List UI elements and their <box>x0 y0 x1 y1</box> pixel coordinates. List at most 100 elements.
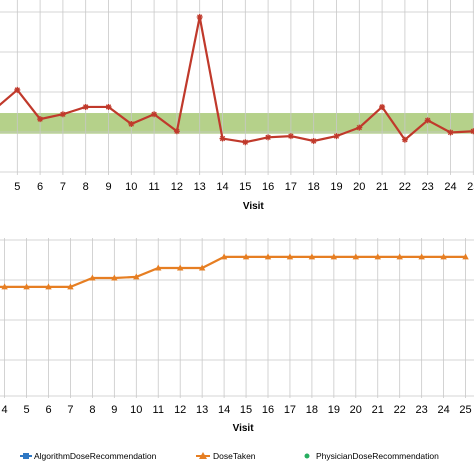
x-tick-label: 19 <box>328 404 340 416</box>
x-tick-label: 13 <box>194 181 206 193</box>
x-tick-label: 22 <box>399 181 411 193</box>
data-point <box>424 117 431 124</box>
x-tick-label: 25 <box>459 404 471 416</box>
target-range-band <box>0 113 474 134</box>
x-tick-label: 15 <box>240 404 252 416</box>
data-point <box>45 283 52 290</box>
x-tick-label: 14 <box>216 181 228 193</box>
data-point <box>286 253 294 260</box>
data-point <box>177 264 184 271</box>
x-tick-label: 7 <box>67 404 73 416</box>
top-x-axis-label: Visit <box>243 201 265 212</box>
x-tick-label: 18 <box>306 404 318 416</box>
x-tick-label: 11 <box>148 181 159 193</box>
x-tick-label: 20 <box>350 404 362 416</box>
x-tick-label: 10 <box>125 181 137 193</box>
bottom-x-tick-labels: 4 5 6 7 8 9 10 11 12 13 14 15 16 17 18 19 20 21 22 23 24 25 <box>2 404 472 416</box>
data-point <box>1 283 8 290</box>
data-point <box>14 86 21 93</box>
x-tick-label: 24 <box>444 181 456 193</box>
x-tick-label: 6 <box>45 404 51 416</box>
x-tick-label: 4 <box>2 404 8 416</box>
x-tick-label: 18 <box>308 181 320 193</box>
data-point <box>401 136 408 143</box>
x-tick-label: 6 <box>37 181 43 193</box>
x-tick-label: 14 <box>218 404 230 416</box>
x-tick-label: 21 <box>372 404 384 416</box>
data-point <box>265 134 272 141</box>
data-point <box>23 283 30 290</box>
data-point <box>105 103 112 110</box>
data-point <box>151 111 158 118</box>
x-tick-label: 9 <box>105 181 111 193</box>
data-point <box>219 135 226 142</box>
data-point <box>173 128 180 135</box>
data-point <box>37 116 44 123</box>
chart-top: 5 6 7 8 9 10 11 12 13 14 15 16 17 18 19 20 21 22 23 24 25 Vi… <box>0 0 474 212</box>
x-tick-label: 13 <box>196 404 208 416</box>
data-point <box>198 264 206 271</box>
top-series-markers <box>14 14 474 146</box>
data-point <box>462 253 469 260</box>
data-point <box>264 253 272 260</box>
data-point <box>242 253 250 260</box>
x-tick-label: 16 <box>262 181 274 193</box>
x-tick-label: 19 <box>330 181 342 193</box>
legend: AlgorithmDoseRecommendation DoseTaken Ph… <box>20 451 439 461</box>
legend-label-dose-taken: DoseTaken <box>213 451 256 461</box>
x-tick-label: 8 <box>89 404 95 416</box>
legend-label-algorithm: AlgorithmDoseRecommendation <box>34 451 157 461</box>
bottom-gridlines <box>0 238 474 398</box>
legend-item-dose-taken: DoseTaken <box>196 451 256 461</box>
data-point <box>155 264 162 271</box>
x-tick-label: 12 <box>174 404 186 416</box>
bottom-plot-area <box>0 238 474 398</box>
x-tick-label: 16 <box>262 404 274 416</box>
x-tick-label: 20 <box>353 181 365 193</box>
data-point <box>67 283 74 290</box>
x-tick-label: 11 <box>153 404 164 416</box>
data-point <box>59 111 66 118</box>
top-gridlines <box>0 0 474 175</box>
data-point <box>447 129 454 136</box>
data-point <box>396 253 403 260</box>
data-point <box>111 274 118 281</box>
bottom-series-markers <box>1 253 469 290</box>
top-x-tick-labels: 5 6 7 8 9 10 11 12 13 14 15 16 17 18 19 20 21 22 23 24 25 <box>14 181 474 193</box>
data-point <box>196 14 203 21</box>
x-tick-label: 21 <box>376 181 388 193</box>
legend-item-physician: PhysicianDoseRecommendation <box>304 451 439 461</box>
x-tick-label: 5 <box>23 404 29 416</box>
data-point <box>418 253 425 260</box>
data-point <box>352 253 359 260</box>
data-point <box>379 103 386 110</box>
x-tick-label: 17 <box>285 181 297 193</box>
data-point <box>242 139 249 146</box>
x-tick-label: 9 <box>111 404 117 416</box>
x-tick-label: 12 <box>171 181 183 193</box>
data-point <box>128 120 135 127</box>
x-tick-label: 15 <box>239 181 251 193</box>
data-point <box>82 103 89 110</box>
x-tick-label: 5 <box>14 181 20 193</box>
data-point <box>440 253 447 260</box>
x-tick-label: 25 <box>467 181 474 193</box>
data-point <box>287 133 294 140</box>
data-point <box>310 137 317 144</box>
data-point <box>330 253 338 260</box>
x-tick-label: 7 <box>60 181 66 193</box>
data-point <box>333 133 340 140</box>
x-tick-label: 10 <box>130 404 142 416</box>
legend-label-physician: PhysicianDoseRecommendation <box>316 451 439 461</box>
data-point <box>470 128 474 135</box>
data-point <box>89 274 96 281</box>
x-tick-label: 8 <box>83 181 89 193</box>
legend-item-algorithm: AlgorithmDoseRecommendation <box>20 451 157 461</box>
data-point <box>356 124 363 131</box>
chart-bottom: 4 5 6 7 8 9 10 11 12 13 14 15 16 17 18 19 20 21 22 23 24 25 V… <box>0 238 474 434</box>
bottom-x-axis-label: Visit <box>233 423 255 434</box>
top-series-line <box>0 16 474 144</box>
x-tick-label: 24 <box>437 404 449 416</box>
data-point <box>133 273 140 280</box>
